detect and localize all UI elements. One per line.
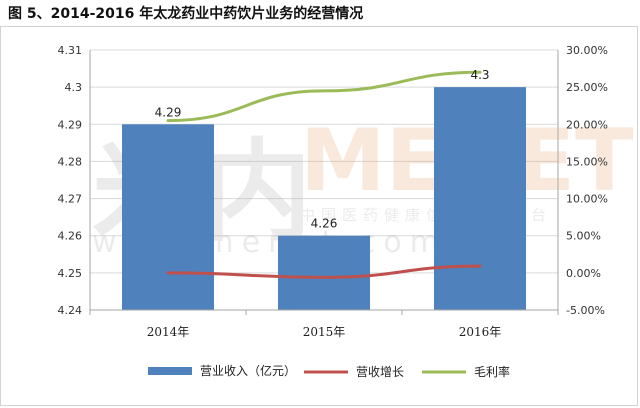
left-axis-tick-label: 4.24	[58, 304, 83, 317]
legend-label: 营业收入（亿元）	[200, 363, 296, 378]
right-axis-tick-label: 10.00%	[566, 193, 608, 206]
left-axis-tick-label: 4.29	[58, 118, 83, 131]
axes: 4.24 4.25 4.26 4.27 4.28 4.29 4.3 4.31 -5.00% 0.0…	[58, 44, 608, 339]
right-axis-tick-label: -5.00%	[566, 304, 605, 317]
legend: 营业收入（亿元） 营收增长 毛利率	[148, 363, 510, 379]
x-axis-category-label: 2015年	[303, 325, 346, 339]
right-axis-tick-label: 25.00%	[566, 81, 608, 94]
left-axis-tick-label: 4.28	[58, 155, 83, 168]
left-axis-tick-label: 4.25	[58, 267, 83, 280]
bar	[278, 235, 370, 310]
x-axis-category-label: 2016年	[459, 325, 502, 339]
right-axis-tick-label: 0.00%	[566, 267, 601, 280]
bar-data-label: 4.29	[155, 105, 182, 119]
legend-label: 毛利率	[474, 364, 510, 379]
data-labels: 4.29 4.26 4.3	[155, 68, 490, 231]
right-axis-tick-label: 20.00%	[566, 118, 608, 131]
bar	[122, 124, 214, 311]
bar	[434, 87, 526, 311]
left-axis-tick-label: 4.27	[58, 193, 83, 206]
left-axis-tick-label: 4.3	[65, 81, 83, 94]
legend-label: 营收增长	[356, 365, 404, 379]
bar-data-label: 4.3	[470, 68, 489, 82]
chart-title: 图 5、2014-2016 年太龙药业中药饮片业务的经营情况	[8, 6, 364, 22]
chart-frame	[0, 26, 638, 406]
legend-swatch-bar	[148, 367, 192, 375]
margin-line	[166, 70, 482, 123]
line-series	[166, 70, 482, 279]
right-axis-tick-label: 15.00%	[566, 155, 608, 168]
right-axis-tick-label: 5.00%	[566, 230, 601, 243]
left-axis-tick-label: 4.26	[58, 230, 83, 243]
left-axis-tick-label: 4.31	[58, 44, 83, 57]
bar-data-label: 4.26	[311, 217, 338, 231]
growth-line	[166, 264, 482, 279]
bar-series	[122, 87, 526, 311]
x-axis-category-label: 2014年	[147, 325, 190, 339]
right-axis-tick-label: 30.00%	[566, 44, 608, 57]
